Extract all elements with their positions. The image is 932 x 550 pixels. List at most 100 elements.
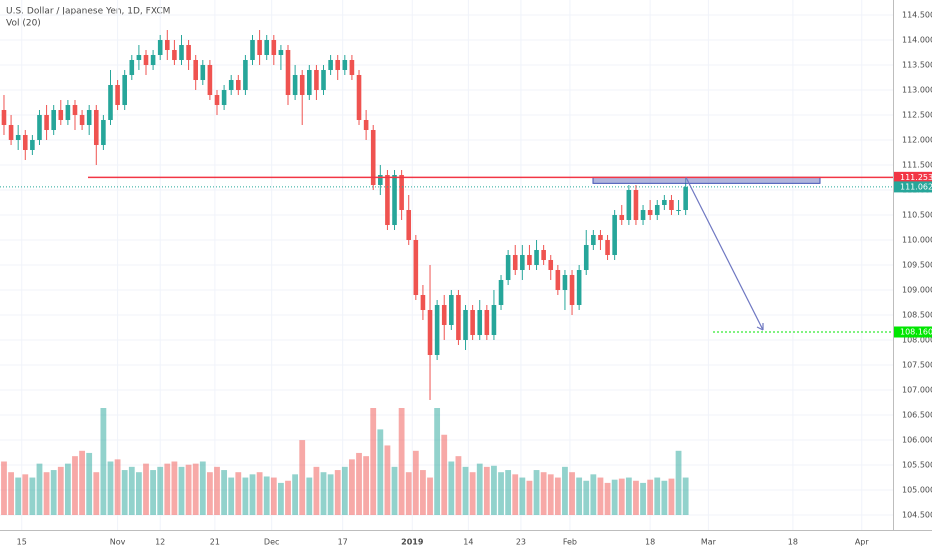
candle-body — [449, 295, 454, 325]
candle-body — [669, 200, 674, 210]
y-tick-label: 104.500 — [902, 511, 932, 520]
candle-body — [250, 40, 255, 60]
candle-body — [22, 135, 28, 150]
y-tick-label: 114.000 — [902, 36, 932, 45]
volume-bar — [533, 470, 540, 515]
candle-body — [598, 235, 603, 240]
volume-bar — [249, 474, 256, 515]
volume-bar — [15, 477, 22, 515]
volume-bar — [519, 477, 526, 515]
candle-body — [172, 50, 177, 60]
volume-bar — [235, 472, 242, 515]
volume-bar — [278, 482, 284, 515]
price-label-bg — [894, 171, 932, 183]
candle-body — [662, 200, 667, 205]
y-tick-label: 113.000 — [902, 86, 932, 95]
y-tick-label: 105.500 — [902, 461, 932, 470]
candle-body — [363, 120, 369, 130]
candle-body — [108, 85, 113, 120]
candle-body — [378, 175, 383, 185]
volume-bar — [427, 477, 433, 515]
y-tick-label: 110.500 — [902, 211, 932, 220]
volume-bar — [100, 408, 107, 515]
candle-body — [150, 55, 156, 65]
volume-bar — [263, 476, 270, 515]
price-label: 111.253 — [900, 173, 932, 182]
volume-bar — [618, 478, 625, 515]
candle-body — [143, 55, 149, 65]
candle-body — [93, 110, 99, 145]
volume-bar — [562, 466, 568, 515]
x-tick-label: Mar — [701, 538, 717, 547]
volume-bar — [178, 466, 185, 515]
volume-bar — [540, 472, 547, 515]
candle-body — [576, 270, 582, 305]
volume-bar — [512, 474, 519, 515]
volume-bar — [547, 474, 554, 515]
volume-bar — [576, 477, 583, 515]
candle-body — [72, 105, 78, 115]
volume-bar — [391, 466, 398, 515]
volume-bar — [221, 470, 228, 515]
candle-body — [612, 215, 617, 255]
volume-bar — [292, 474, 299, 515]
candle-body — [505, 255, 511, 280]
x-tick-label: Dec — [264, 538, 279, 547]
candle-body — [342, 60, 348, 70]
volume-bar — [185, 464, 192, 515]
arrow-head — [756, 323, 764, 331]
candle-body — [683, 186, 688, 210]
price-label-bg — [894, 181, 932, 193]
x-tick-label: 2019 — [401, 538, 424, 547]
candle-body — [164, 40, 170, 50]
volume-bar — [320, 472, 327, 515]
volume-bar — [505, 470, 512, 515]
volume-bar — [164, 463, 171, 515]
volume-bar — [327, 474, 334, 515]
volume-bar — [128, 466, 135, 515]
volume-bar — [356, 452, 362, 515]
price-label: 108.160 — [900, 328, 932, 337]
volume-bar — [93, 472, 100, 515]
candle-body — [591, 235, 596, 245]
candle-body — [214, 95, 220, 105]
candle-body — [555, 270, 561, 290]
volume-bar — [299, 440, 306, 515]
volume-bar — [72, 456, 78, 515]
volume-bar — [384, 445, 391, 515]
volume-bar — [405, 472, 412, 515]
candle-body — [456, 295, 461, 340]
y-tick-label: 108.500 — [902, 311, 932, 320]
candle-body — [626, 190, 632, 220]
volume-bar — [228, 477, 235, 515]
y-tick-label: 111.500 — [902, 161, 932, 170]
volume-bar — [29, 477, 36, 515]
candle-body — [136, 55, 142, 60]
volume-bar — [64, 463, 71, 515]
x-tick-label: Nov — [110, 538, 126, 547]
candle-body — [520, 255, 525, 270]
candle-body — [292, 75, 298, 95]
candle-body — [101, 120, 106, 145]
volume-bar — [398, 408, 405, 515]
candle-body — [86, 110, 92, 125]
volume-bar — [135, 472, 142, 515]
candle-body — [477, 310, 483, 335]
volume-bar — [412, 450, 419, 515]
candle-body — [8, 125, 14, 140]
candle-body — [228, 80, 234, 90]
volume-bar — [121, 470, 128, 515]
volume-bar — [370, 408, 377, 515]
candle-body — [115, 85, 120, 105]
volume-bar — [107, 461, 114, 515]
candle-body — [385, 175, 390, 225]
volume-bar — [57, 466, 64, 515]
volume-bar — [363, 456, 370, 515]
candle-body — [370, 130, 376, 185]
candle-body — [193, 60, 198, 80]
candle-body — [512, 255, 518, 270]
candle-body — [619, 215, 625, 220]
candle-body — [633, 190, 639, 220]
volume-bar — [661, 480, 668, 515]
volume-bar — [214, 466, 220, 515]
